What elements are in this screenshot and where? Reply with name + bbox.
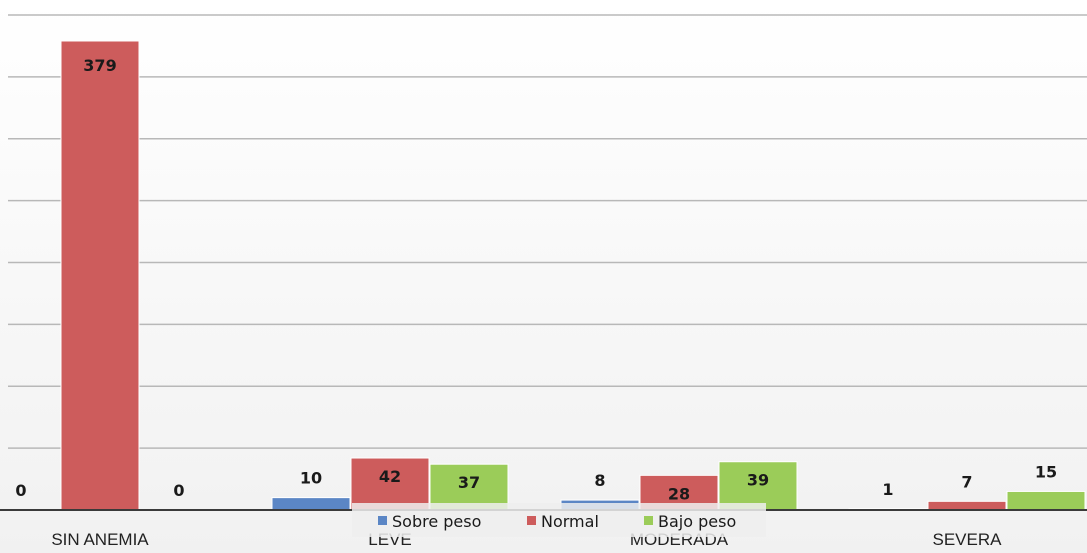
bar bbox=[60, 40, 140, 511]
legend-swatch bbox=[527, 516, 536, 525]
gridlines bbox=[8, 14, 1087, 449]
legend-background bbox=[352, 503, 766, 537]
data-label: 1 bbox=[882, 480, 893, 499]
data-label: 0 bbox=[15, 481, 26, 500]
category-label: SIN ANEMIA bbox=[51, 530, 149, 549]
data-label: 39 bbox=[747, 471, 769, 490]
bar bbox=[350, 457, 430, 511]
bar bbox=[1006, 490, 1086, 511]
bar bbox=[718, 461, 798, 511]
legend: Sobre peso Normal Bajo peso bbox=[352, 503, 766, 537]
data-labels: 0 379 0 10 42 37 8 28 39 1 7 15 bbox=[15, 56, 1057, 503]
data-label: 379 bbox=[83, 56, 116, 75]
category-label: SEVERA bbox=[933, 530, 1003, 549]
bar bbox=[271, 497, 351, 511]
data-label: 42 bbox=[379, 467, 401, 486]
data-label: 10 bbox=[300, 469, 322, 488]
legend-swatch bbox=[644, 516, 653, 525]
legend-entry: Bajo peso bbox=[658, 512, 736, 531]
data-label: 37 bbox=[458, 473, 480, 492]
data-label: 0 bbox=[173, 481, 184, 500]
data-label: 7 bbox=[961, 472, 972, 491]
bars bbox=[60, 40, 1086, 511]
bar bbox=[927, 500, 1007, 511]
data-label: 8 bbox=[594, 471, 605, 490]
legend-entry: Sobre peso bbox=[392, 512, 481, 531]
legend-entry: Normal bbox=[541, 512, 599, 531]
legend-swatch bbox=[378, 516, 387, 525]
data-label: 28 bbox=[668, 484, 690, 503]
data-label: 15 bbox=[1035, 462, 1057, 481]
